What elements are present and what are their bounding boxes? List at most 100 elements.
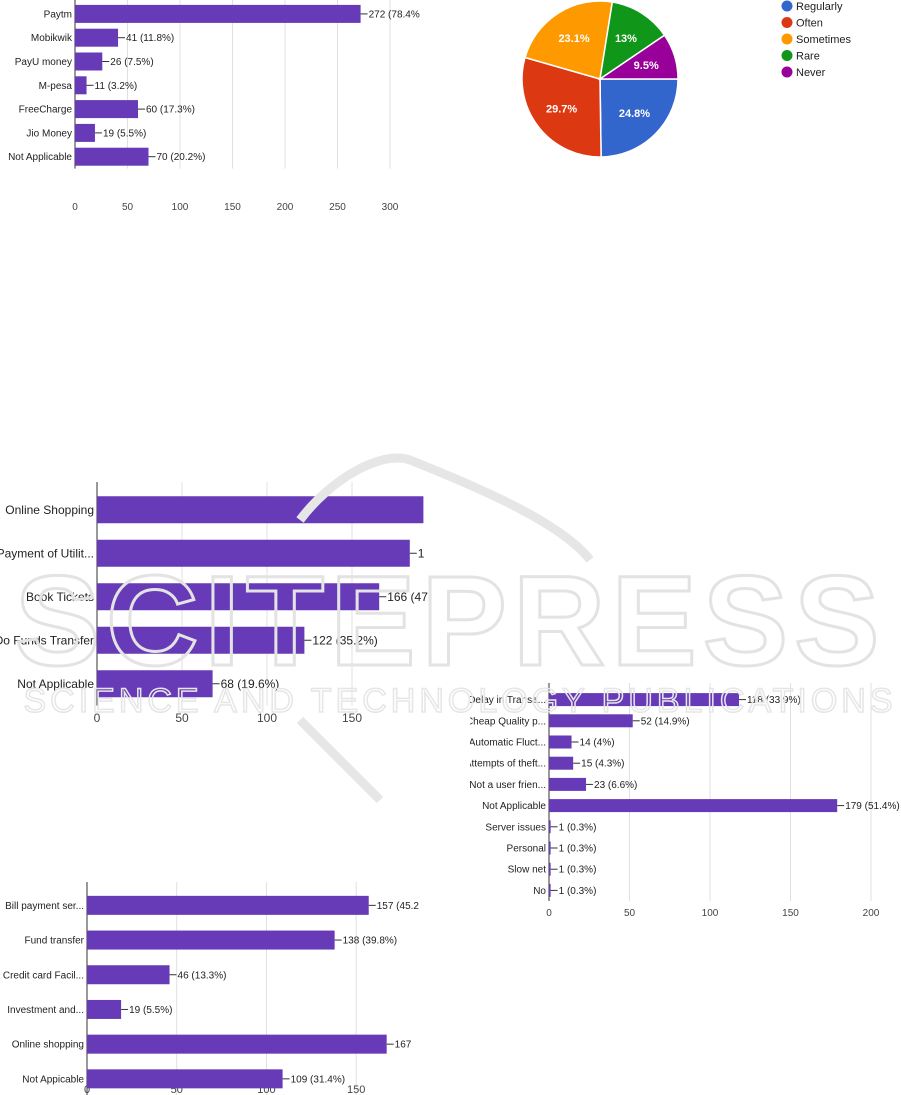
pie-slice-label: 13% xyxy=(615,33,637,45)
data-label: 167 xyxy=(395,1040,412,1051)
bar xyxy=(549,735,572,749)
bar xyxy=(87,1069,283,1089)
x-tick-label: 100 xyxy=(702,908,719,919)
data-label: 1 (0.3%) xyxy=(559,865,597,876)
data-label: 1 (0.3%) xyxy=(559,844,597,855)
bar xyxy=(97,539,410,567)
bar xyxy=(87,895,369,915)
pie-slice xyxy=(521,56,602,158)
bar xyxy=(75,123,95,142)
bar-chart-wallets: 0 50 100 150 200 250 300 Paytm 272 (78.4%) Mobikw… xyxy=(8,0,420,213)
data-label: 68 (19.6%) xyxy=(221,677,280,691)
category-label: Slow net xyxy=(508,865,547,876)
pie-slice-label: 23.1% xyxy=(558,33,589,45)
category-label: Attempts of theft... xyxy=(470,759,546,770)
bar xyxy=(549,820,551,834)
category-label: Not Applicable xyxy=(17,677,94,691)
pie-slice xyxy=(524,0,614,80)
legend-label: Rare xyxy=(796,51,820,63)
category-label: Paytm xyxy=(44,9,72,20)
x-tick-label: 0 xyxy=(546,908,552,919)
pie-slice-label: 29.7% xyxy=(546,103,577,115)
x-tick-label: 100 xyxy=(172,202,189,213)
bar xyxy=(75,76,87,95)
category-label: M-pesa xyxy=(39,81,73,92)
legend-label: Sometimes xyxy=(796,34,852,46)
legend-swatch xyxy=(781,66,793,78)
data-label: 52 (14.9%) xyxy=(641,716,690,727)
bar xyxy=(75,147,149,166)
x-tick-label: 250 xyxy=(329,202,346,213)
data-label: 166 (47. xyxy=(387,590,430,604)
x-tick-label: 50 xyxy=(624,908,636,919)
bar xyxy=(75,28,119,47)
bar xyxy=(75,52,103,71)
category-label: Investment and... xyxy=(7,1005,84,1016)
data-label: 109 (31.4%) xyxy=(291,1074,345,1085)
data-label: 118 (33.9%) xyxy=(747,695,801,706)
data-label: 41 (11.8%) xyxy=(126,33,174,44)
category-label: FreeCharge xyxy=(19,105,73,116)
pie-slice xyxy=(597,34,679,80)
pie-slice-label: 9.5% xyxy=(634,60,659,72)
data-label: 26 (7.5%) xyxy=(110,57,153,68)
data-label: 179 (51.4%) xyxy=(845,801,899,812)
category-label: Personal xyxy=(507,844,546,855)
pie-slice-label: 24.8% xyxy=(619,108,650,120)
x-tick-label: 100 xyxy=(257,711,277,725)
data-label: 272 (78.4%) xyxy=(369,9,420,20)
legend-swatch xyxy=(781,50,793,61)
x-tick-label: 50 xyxy=(175,711,189,725)
bar xyxy=(549,799,838,813)
bar xyxy=(549,693,739,707)
category-label: Delay in Transa... xyxy=(470,695,546,706)
data-label: 11 (3.2%) xyxy=(95,81,138,92)
legend-swatch xyxy=(781,17,793,28)
legend-label: Often xyxy=(796,18,823,30)
data-label: 1 (0.3%) xyxy=(559,822,597,833)
category-label: Cheap Quality p... xyxy=(470,716,546,727)
x-tick-label: 150 xyxy=(782,908,799,919)
legend-swatch xyxy=(781,33,793,45)
category-label: Not Appicable xyxy=(22,1074,84,1085)
x-tick-label: 0 xyxy=(72,202,78,213)
x-tick-label: 150 xyxy=(347,1084,365,1095)
category-label: Server issues xyxy=(485,822,546,833)
category-label: Not Applicable xyxy=(482,801,546,812)
data-label: 70 (20.2%) xyxy=(157,152,206,163)
legend-label: Never xyxy=(796,67,826,79)
category-label: Bill payment ser... xyxy=(5,901,84,912)
category-label: Do Funds Transfer xyxy=(0,633,94,647)
x-tick-label: 0 xyxy=(94,711,101,725)
bar xyxy=(97,670,213,698)
legend-label: Regularly xyxy=(796,1,843,13)
category-label: Not a user frien... xyxy=(470,780,546,791)
bar xyxy=(87,930,335,950)
pie-slice xyxy=(599,78,679,158)
data-label: 122 (35.2%) xyxy=(312,633,377,647)
x-tick-label: 50 xyxy=(122,202,134,213)
category-label: Not Applicable xyxy=(8,152,72,163)
x-tick-label: 300 xyxy=(382,202,399,213)
data-label: 19 (5.5%) xyxy=(129,1005,172,1016)
x-tick-label: 150 xyxy=(342,711,362,725)
pie-chart-frequency: 24.8% 29.7% 23.1% 13% 9.5% Regularly Often Some… xyxy=(521,0,852,158)
category-label: Payment of Utilit... xyxy=(0,546,94,560)
bar xyxy=(549,883,551,897)
bar xyxy=(549,862,551,876)
bar-chart-problems: 0 50 100 150 200 Delay in Transa... 118 (33.9%… xyxy=(470,683,900,919)
x-tick-label: 200 xyxy=(277,202,294,213)
category-label: Jio Money xyxy=(26,128,72,139)
bar xyxy=(97,496,424,524)
category-label: Book Tickets xyxy=(26,590,94,604)
data-label: 15 (4.3%) xyxy=(581,759,624,770)
bar xyxy=(87,999,122,1019)
data-label: 14 (4%) xyxy=(580,738,615,749)
bar xyxy=(549,841,551,855)
category-label: Mobikwik xyxy=(31,33,73,44)
bar-chart-services: 050100150Bill payment ser...157 (45.2Fun… xyxy=(3,882,419,1095)
bar xyxy=(97,626,305,654)
bar xyxy=(549,714,633,728)
data-label: 23 (6.6%) xyxy=(594,780,637,791)
data-label: 60 (17.3%) xyxy=(146,105,195,116)
